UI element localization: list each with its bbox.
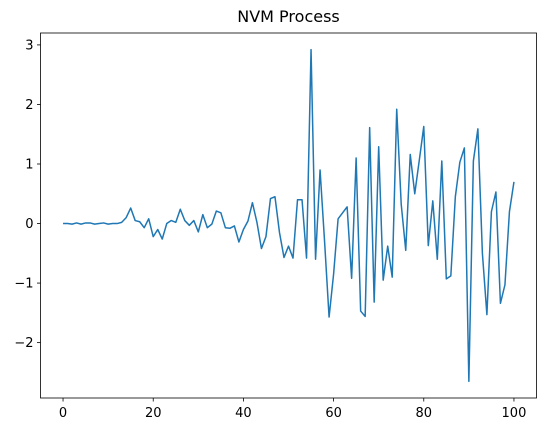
x-tick-label: 0 — [59, 406, 67, 421]
y-tick-label: −2 — [14, 336, 33, 351]
chart-title: NVM Process — [237, 7, 340, 26]
x-tick-label: 100 — [502, 406, 527, 421]
data-line — [63, 48, 515, 383]
y-tick-label: 2 — [25, 98, 33, 113]
axes-frame — [40, 32, 537, 399]
y-tick-label: −1 — [14, 277, 33, 292]
x-tick-label: 20 — [145, 406, 162, 421]
x-tick-label: 60 — [325, 406, 342, 421]
x-tick-label: 80 — [415, 406, 432, 421]
x-tick-label: 40 — [235, 406, 252, 421]
y-tick-label: 1 — [25, 157, 33, 172]
y-tick-label: 0 — [25, 217, 33, 232]
y-tick-label: 3 — [25, 38, 33, 53]
